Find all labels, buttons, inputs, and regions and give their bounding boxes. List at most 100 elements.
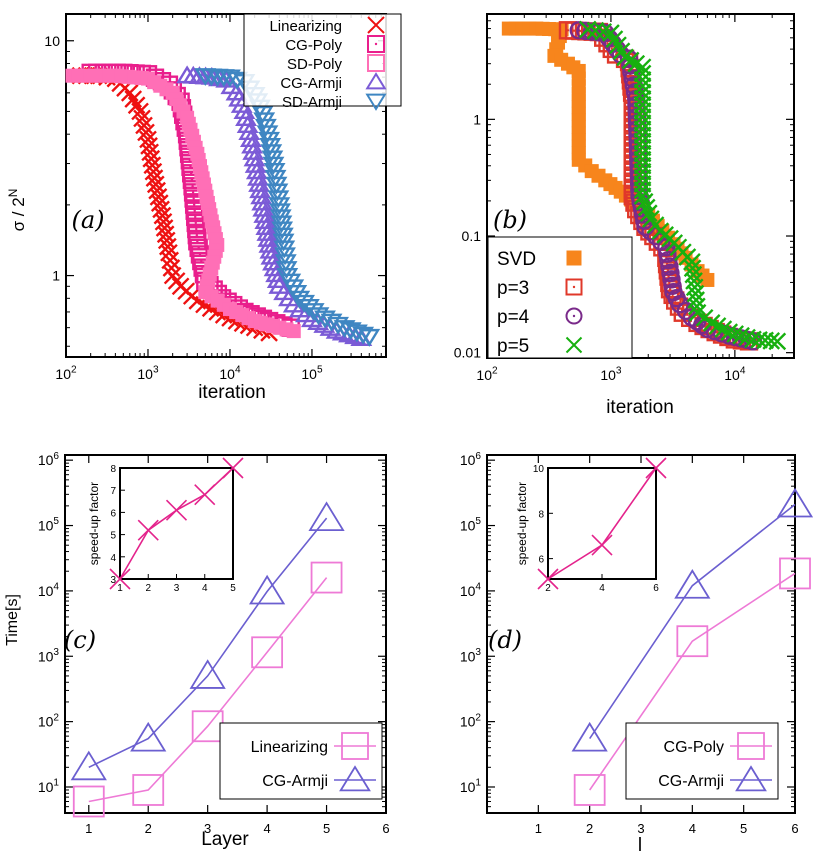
data-point — [619, 49, 639, 69]
inset: 1 2 3 4 5 3 4 5 6 7 8 speed-up factor — [87, 457, 244, 594]
data-point — [189, 659, 226, 689]
data-point — [132, 774, 165, 806]
data-point — [352, 326, 375, 345]
legend-label: p=4 — [497, 307, 530, 328]
data-point — [571, 721, 608, 752]
data-point — [219, 69, 241, 88]
legend-marker — [365, 93, 387, 111]
x-tick-label: 3 — [637, 821, 644, 836]
inset-y-tick-label: 4 — [110, 553, 116, 564]
data-point-dot — [668, 287, 672, 291]
data-point — [358, 328, 381, 347]
legend: Linearizing CG-Poly SD-Poly CG-Armji SD-Armj… — [243, 13, 402, 111]
series-line — [88, 577, 328, 803]
legend-label: CG-Armji — [280, 75, 342, 92]
legend-marker — [565, 307, 583, 325]
inset-y-tick-label: 7 — [110, 486, 116, 497]
data-point-dot — [193, 209, 196, 212]
data-point — [242, 142, 265, 160]
data-point — [633, 187, 652, 205]
data-point — [243, 148, 266, 167]
inset-data-point — [591, 534, 613, 556]
y-tick-label: 101 — [460, 778, 482, 795]
x-tick-label: 4 — [263, 821, 270, 836]
data-point — [714, 320, 733, 338]
data-point — [700, 272, 715, 287]
data-point — [241, 135, 264, 154]
x-axis-label: iteration — [198, 382, 266, 403]
y-tick-label: 103 — [38, 647, 60, 664]
data-point — [616, 48, 634, 67]
data-point — [161, 251, 180, 270]
x-tick-label: 3 — [204, 821, 211, 836]
inset-y-axis-label: speed-up factor — [87, 482, 101, 565]
data-point — [627, 101, 646, 121]
x-tick-label: 102 — [55, 365, 77, 382]
y-tick-label: 106 — [38, 451, 60, 468]
x-tick-label: 2 — [145, 821, 152, 836]
legend-label: SD-Armji — [282, 94, 342, 111]
series-line — [589, 503, 796, 740]
data-point-dot — [566, 29, 570, 32]
legend-box — [625, 722, 779, 800]
legend: CG-Poly CG-Armji — [625, 722, 779, 800]
legend-label: SVD — [497, 249, 536, 270]
legend-marker — [735, 765, 767, 792]
y-tick-label: 103 — [460, 647, 482, 664]
series-svd — [501, 21, 715, 287]
legend-label: Linearizing — [251, 739, 328, 756]
data-point — [249, 574, 286, 605]
data-point — [266, 270, 289, 289]
data-point — [238, 122, 261, 141]
x-axis-label: l — [638, 835, 642, 854]
legend-label: CG-Poly — [664, 739, 724, 756]
data-point — [726, 325, 744, 343]
x-tick-label: 105 — [301, 365, 323, 382]
data-point — [286, 324, 301, 339]
inset-data-point — [537, 568, 559, 590]
legend-marker — [565, 336, 583, 354]
series-p-5 — [578, 20, 787, 351]
data-point — [762, 332, 781, 350]
inset-x-tick-label: 2 — [145, 583, 151, 594]
data-point — [576, 21, 595, 41]
data-point — [263, 258, 286, 277]
data-point — [308, 501, 345, 531]
data-point — [191, 710, 224, 743]
inset-y-tick-label: 5 — [110, 531, 116, 542]
data-point — [236, 115, 259, 134]
series-sd-armji — [194, 68, 381, 347]
y-tick-label: 101 — [38, 778, 60, 795]
inset-x-tick-label: 1 — [117, 583, 123, 594]
series-cg-armji — [571, 487, 814, 752]
data-point — [637, 198, 656, 217]
legend-marker — [737, 732, 765, 760]
data-point — [310, 561, 343, 594]
x-tick-label: 1 — [85, 821, 92, 836]
data-point — [260, 246, 283, 265]
data-point — [633, 64, 652, 83]
data-point — [130, 721, 167, 752]
data-point-dot — [191, 191, 195, 194]
inset-data-point — [645, 457, 667, 479]
y-axis-label: σ / 2N — [6, 189, 28, 232]
legend-marker — [365, 72, 387, 90]
legend-label: p=3 — [497, 278, 529, 299]
panel-d: 1 2 3 4 5 6101102103104105106l(d)CG-PolyCG-Ar… — [460, 451, 814, 854]
inset-y-axis-label: speed-up factor — [515, 482, 529, 565]
y-tick-label: 102 — [460, 712, 482, 729]
y-tick-label: 10 — [44, 33, 60, 49]
data-point — [676, 625, 709, 658]
x-tick-label: 103 — [600, 366, 622, 383]
legend-label: Linearizing — [269, 18, 342, 35]
panel-label: (b) — [493, 206, 527, 234]
data-point — [594, 22, 613, 41]
data-point — [72, 785, 105, 818]
data-point — [162, 259, 181, 277]
data-point — [627, 95, 646, 115]
data-point — [226, 71, 249, 90]
data-point — [586, 21, 605, 40]
inset-y-tick-label: 6 — [110, 508, 116, 519]
y-tick-label: 105 — [38, 516, 60, 533]
x-tick-label: 4 — [689, 821, 696, 836]
